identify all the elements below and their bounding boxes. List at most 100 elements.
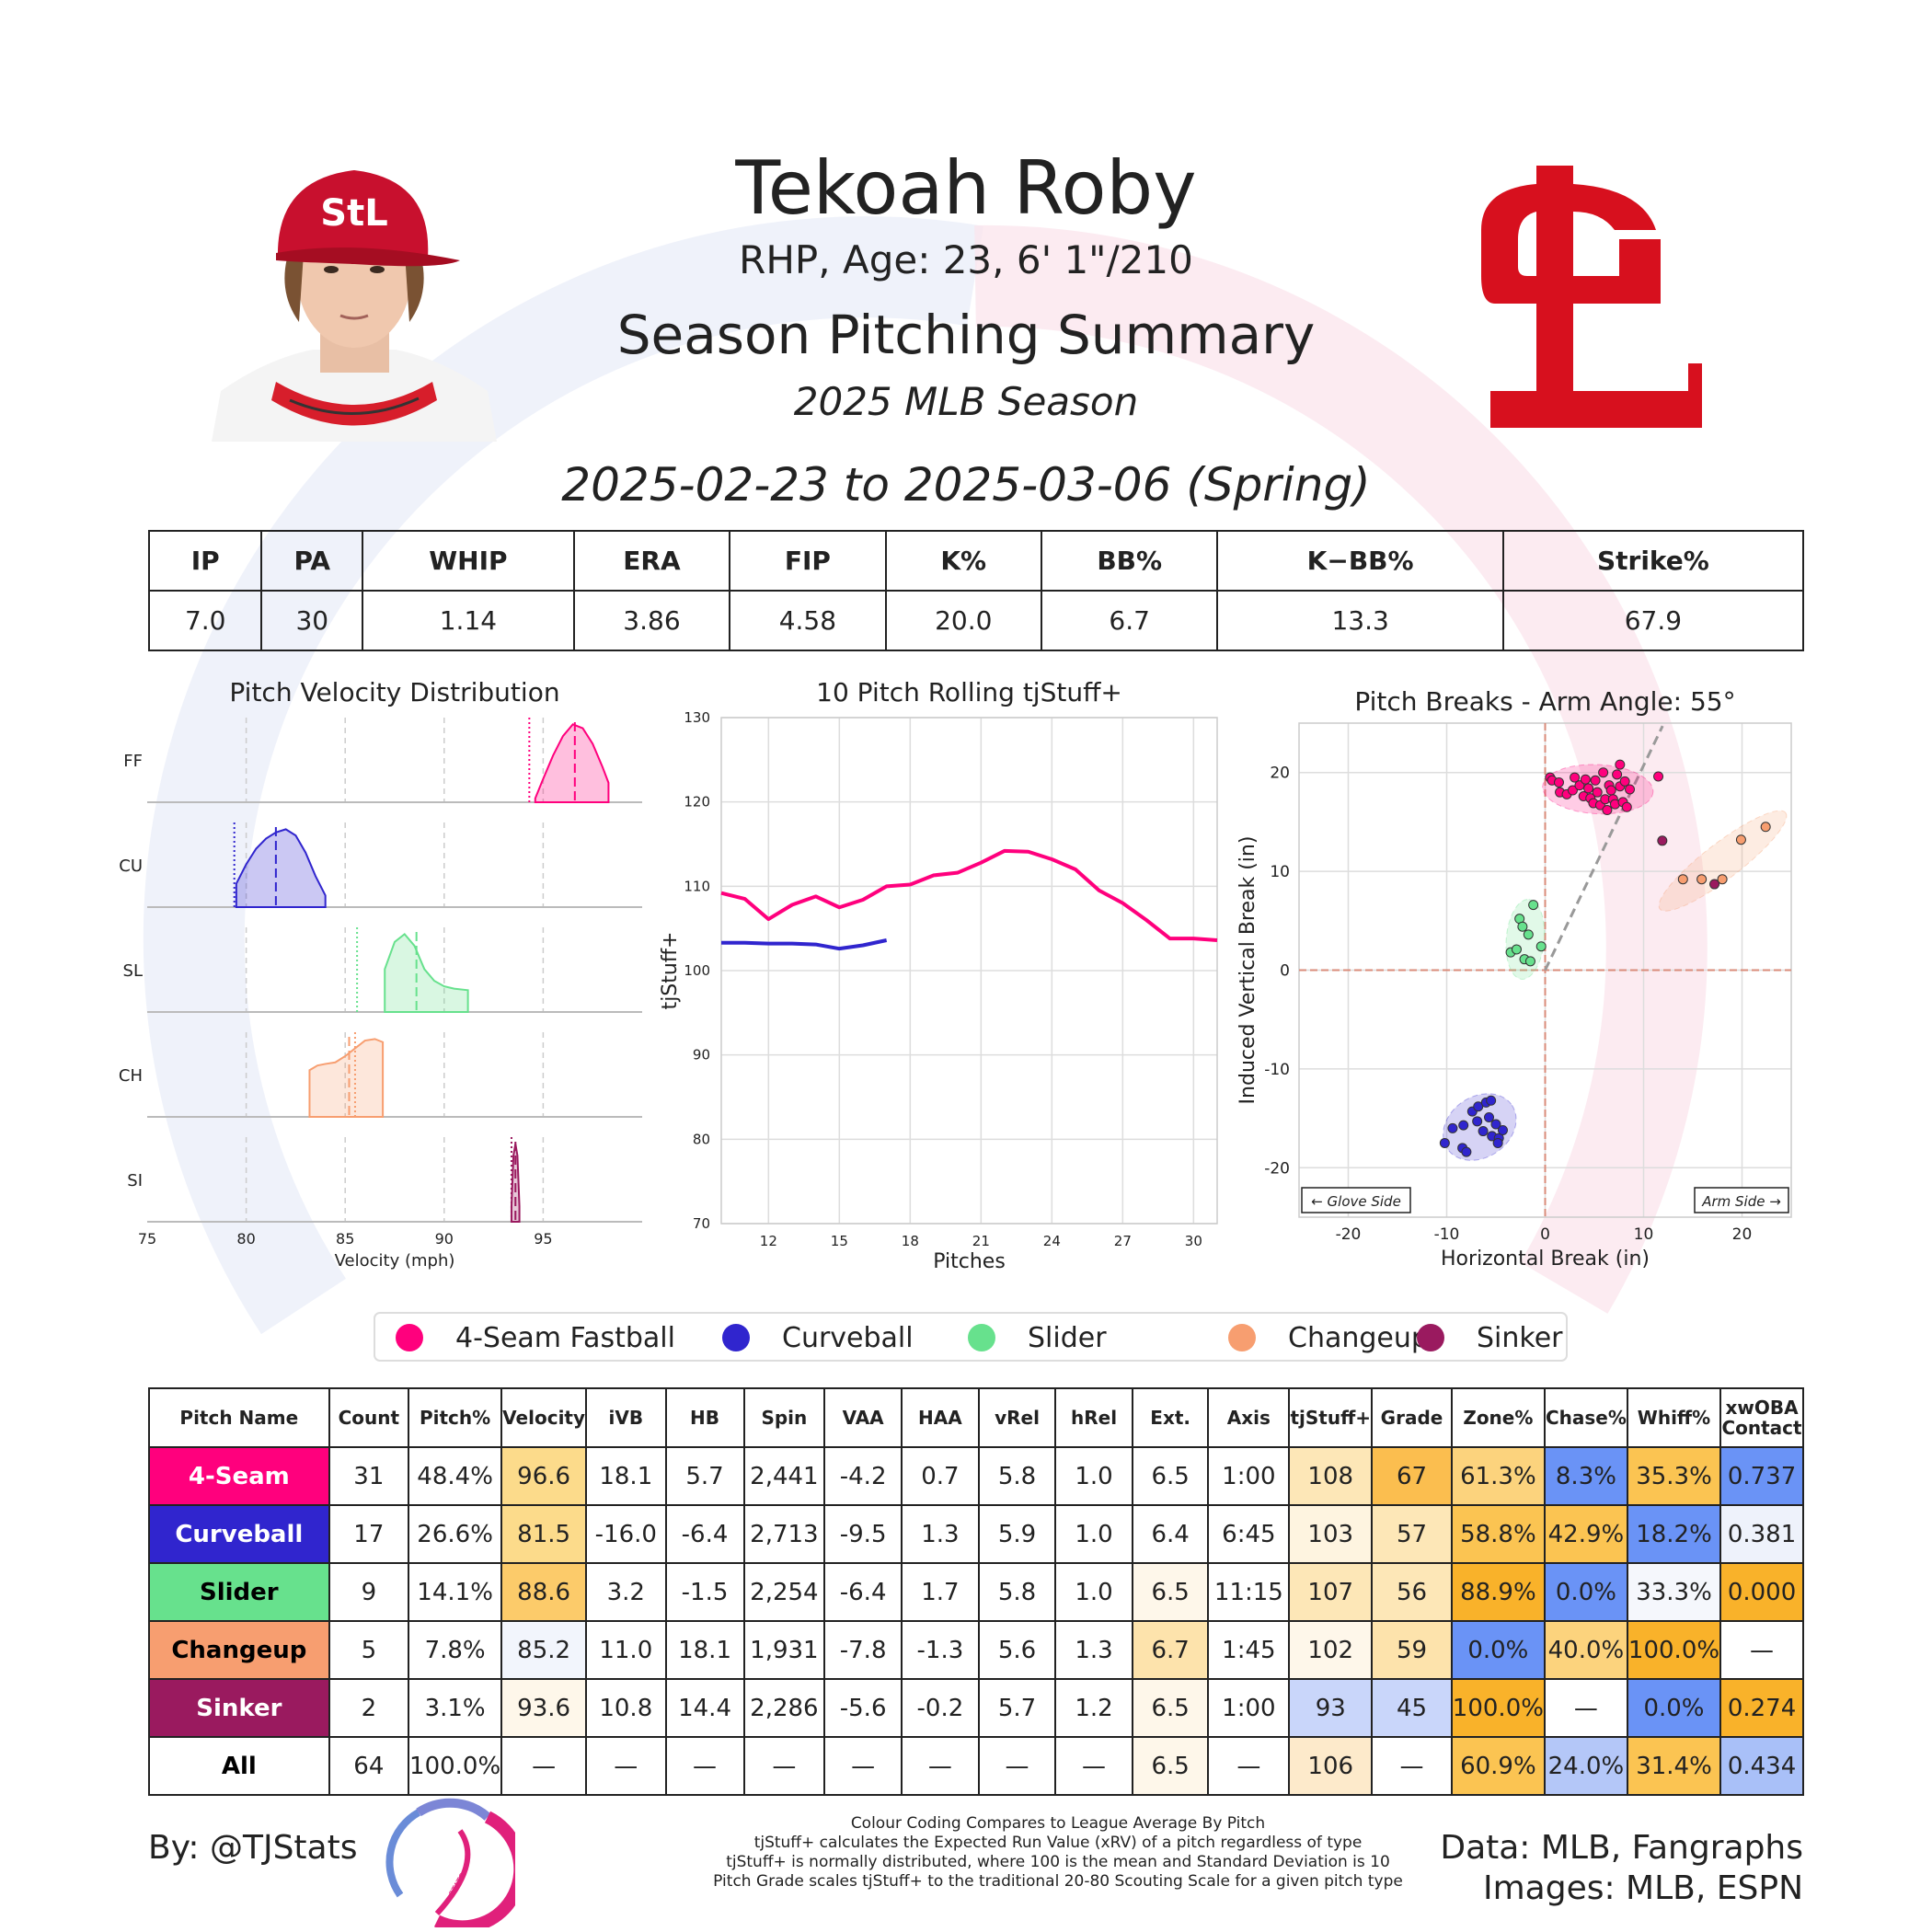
pitch-metric-cell: 107 <box>1288 1562 1374 1622</box>
stats-header-cell: Strike% <box>1501 530 1805 592</box>
pitch-metric-cell: 1:00 <box>1207 1678 1291 1738</box>
pitch-name-cell: 4-Seam <box>148 1446 330 1506</box>
pitch-metric-cell: 106 <box>1288 1736 1374 1796</box>
x-tick-label: 27 <box>1114 1233 1132 1249</box>
x-axis-label: Horizontal Break (in) <box>1441 1248 1650 1271</box>
pitch-metric-cell: 0.7 <box>901 1446 980 1506</box>
table-row: All 64 100.0% — — — — — — — —6.5—106—60.9% 24.0% 31.… <box>148 1736 1804 1796</box>
pitch-metric-cell: 6.7 <box>1131 1620 1210 1680</box>
pitch-table-header-cell: VAA <box>823 1387 903 1448</box>
pitch-metric-cell: 0.000 <box>1719 1562 1804 1622</box>
pitch-metric-cell: -1.5 <box>664 1562 745 1622</box>
stats-header-cell: BB% <box>1040 530 1219 592</box>
arm-side-annotation: Arm Side → <box>1694 1187 1789 1213</box>
stats-header-cell: K% <box>884 530 1042 592</box>
x-axis-label: Pitches <box>933 1250 1006 1273</box>
pitch-metric-cell: 88.6 <box>500 1562 588 1622</box>
pitch-metric-cell: 24.0% <box>1543 1736 1628 1796</box>
pitch-metric-cell: — <box>585 1736 667 1796</box>
season-stats-table: IP PA WHIP ERA FIP K% BB% K−BB% Strike% … <box>147 530 1805 651</box>
legend-label: Slider <box>1028 1322 1107 1354</box>
cluster-ellipse <box>1443 1093 1517 1161</box>
pitch-point <box>1735 834 1746 845</box>
legend-marker <box>968 1324 995 1351</box>
density-area <box>384 932 469 1013</box>
legend-item: Slider <box>968 1322 1107 1354</box>
density-area <box>534 723 610 803</box>
pitch-table-header-cell: xwOBA Contact <box>1719 1387 1804 1448</box>
pitch-metric-cell: 100.0% <box>1450 1678 1546 1738</box>
pitch-point <box>1567 785 1578 796</box>
pitch-metric-cell: 0.274 <box>1719 1678 1804 1738</box>
pitch-metric-cell: 17 <box>328 1504 410 1564</box>
data-credit: Data: MLB, Fangraphs <box>1440 1829 1803 1867</box>
pitch-table-header-cell: vRel <box>977 1387 1057 1448</box>
pitch-name-cell: Curveball <box>148 1504 330 1564</box>
summary-title: Season Pitching Summary <box>616 304 1316 366</box>
y-tick-label: 70 <box>693 1215 710 1232</box>
legend-marker <box>1417 1324 1444 1351</box>
pitch-point <box>1517 921 1528 932</box>
pitch-point <box>1447 1122 1458 1133</box>
pitch-point <box>1619 776 1630 787</box>
stats-value-cell: 7.0 <box>147 590 263 651</box>
x-tick-label: 15 <box>831 1233 848 1249</box>
pitch-point <box>1574 780 1585 791</box>
pitch-metric-cell: 6.4 <box>1131 1504 1210 1564</box>
y-tick-label: 130 <box>684 709 710 726</box>
pitch-metric-cell: — <box>1054 1736 1133 1796</box>
pitch-metric-cell: 108 <box>1288 1446 1374 1506</box>
methodology-notes: Colour Coding Compares to League Average… <box>598 1814 1518 1892</box>
pitch-metric-cell: 67 <box>1371 1446 1453 1506</box>
pitch-metric-cell: 2,713 <box>742 1504 826 1564</box>
x-tick-label: 75 <box>138 1230 156 1248</box>
pitch-metric-cell: 18.2% <box>1626 1504 1722 1564</box>
stats-value-cell: 13.3 <box>1216 590 1504 651</box>
pitch-point <box>1484 1112 1495 1123</box>
pitch-metric-cell: 7.8% <box>408 1620 503 1680</box>
pitch-metric-cell: 59 <box>1371 1620 1453 1680</box>
pitch-metric-cell: — <box>823 1736 903 1796</box>
pitch-table-header-cell: Grade <box>1371 1387 1453 1448</box>
pitch-metrics-table: Pitch Name Count Pitch% Velocity iVB HB Spin VA… <box>148 1387 1804 1796</box>
row-label: CH <box>119 1066 143 1086</box>
pitch-metric-cell: — <box>901 1736 980 1796</box>
legend-label: Sinker <box>1477 1322 1563 1354</box>
pitch-metric-cell: 0.0% <box>1543 1562 1628 1622</box>
pitch-metric-cell: 0.0% <box>1450 1620 1546 1680</box>
pitch-metric-cell: 45 <box>1371 1678 1453 1738</box>
cluster-ellipse <box>1505 899 1546 980</box>
pitch-metric-cell: — <box>500 1736 588 1796</box>
annotation-text: ← Glove Side <box>1311 1193 1401 1210</box>
pitch-metric-cell: 1,931 <box>742 1620 826 1680</box>
pitch-metric-cell: 1.7 <box>901 1562 980 1622</box>
pitch-metric-cell: 81.5 <box>500 1504 588 1564</box>
x-tick-label: -20 <box>1336 1225 1362 1244</box>
stats-value-cell: 20.0 <box>884 590 1042 651</box>
pitch-point <box>1478 1126 1489 1137</box>
pitch-metric-cell: 18.1 <box>585 1446 667 1506</box>
pitch-metric-cell: 103 <box>1288 1504 1374 1564</box>
pitch-metric-cell: — <box>664 1736 745 1796</box>
pitch-metric-cell: -6.4 <box>823 1562 903 1622</box>
pitch-metric-cell: 85.2 <box>500 1620 588 1680</box>
pitch-table-header-cell: Pitch% <box>408 1387 503 1448</box>
pitch-metric-cell: 33.3% <box>1626 1562 1722 1622</box>
pitch-point <box>1458 1120 1469 1131</box>
note-line: Colour Coding Compares to League Average… <box>850 1814 1266 1833</box>
pitch-metric-cell: 60.9% <box>1450 1736 1546 1796</box>
pitch-table-header-cell: hRel <box>1054 1387 1133 1448</box>
x-tick-label: 21 <box>972 1233 990 1249</box>
legend-item: Changeup <box>1228 1322 1429 1354</box>
stats-header-cell: PA <box>260 530 364 592</box>
pitch-metric-cell: 2 <box>328 1678 410 1738</box>
stats-value-cell: 30 <box>260 590 364 651</box>
pitch-table-header-cell: Whiff% <box>1626 1387 1722 1448</box>
stats-value-cell: 3.86 <box>572 590 731 651</box>
pitch-point <box>1625 784 1636 795</box>
pitch-metric-cell: 0.434 <box>1719 1736 1804 1796</box>
pitch-metric-cell: 1.0 <box>1054 1446 1133 1506</box>
x-tick-label: 12 <box>760 1233 777 1249</box>
chart-title: Pitch Velocity Distribution <box>229 681 559 707</box>
pitch-point <box>1461 1146 1472 1157</box>
